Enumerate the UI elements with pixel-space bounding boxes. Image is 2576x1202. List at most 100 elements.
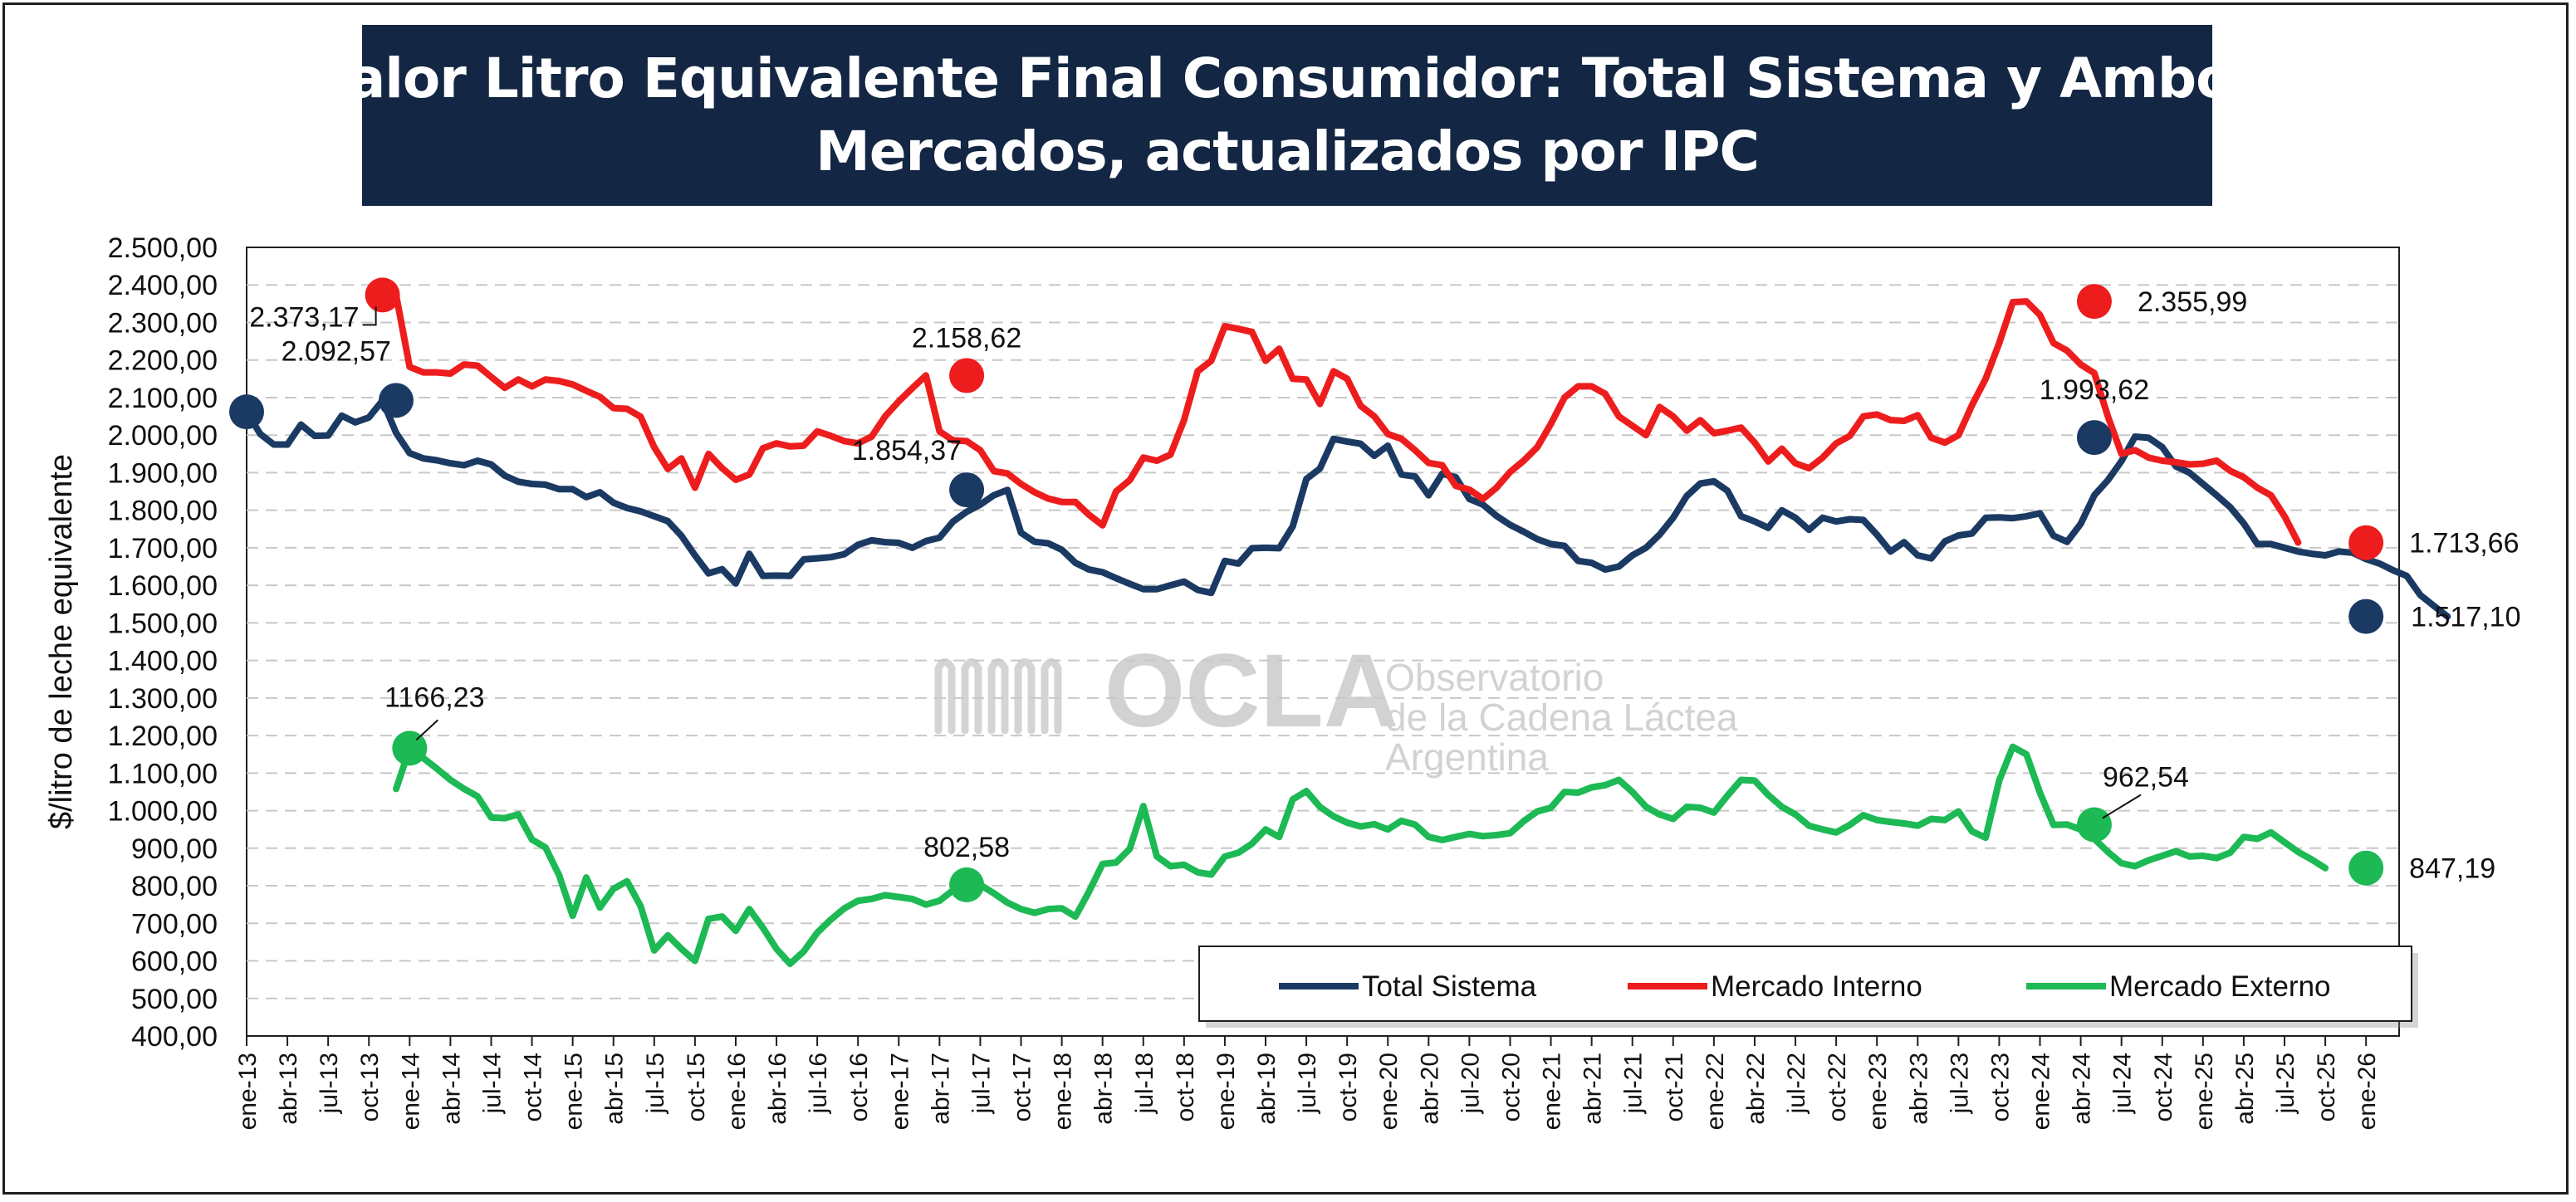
x-tick-label: jul-22	[1783, 1053, 1810, 1114]
data-label: 2.373,17	[249, 301, 359, 333]
x-tick-label: oct-22	[1824, 1053, 1851, 1121]
annotation-marker	[949, 867, 985, 902]
x-tick-label: ene-25	[2191, 1053, 2218, 1130]
x-tick-label: jul-15	[642, 1053, 669, 1114]
x-tick-label: ene-19	[1212, 1053, 1240, 1130]
label-leader-line	[362, 306, 377, 326]
x-tick-label: jul-19	[1294, 1053, 1321, 1114]
x-tick-label: abr-24	[2069, 1053, 2096, 1125]
x-tick-label: oct-23	[1986, 1053, 2014, 1121]
watermark-line-3: Argentina	[1385, 735, 1549, 779]
x-tick-label: abr-23	[1905, 1053, 1932, 1125]
x-tick-label: abr-25	[2231, 1053, 2259, 1125]
annotation-marker	[378, 383, 414, 418]
x-tick-label: ene-22	[1702, 1053, 1729, 1130]
x-tick-label: jul-23	[1946, 1053, 1973, 1114]
watermark-line-1: Observatorio	[1385, 656, 1604, 699]
x-tick-label: ene-17	[886, 1053, 913, 1130]
ocla-logo-stroke	[987, 658, 1009, 735]
x-tick-label: oct-14	[520, 1053, 547, 1121]
x-tick-label: ene-16	[723, 1053, 751, 1130]
data-label: 2.158,62	[912, 322, 1021, 354]
ocla-logo-stroke	[961, 658, 982, 735]
annotation-marker	[2076, 284, 2112, 320]
y-tick-label: 1.900,00	[108, 457, 218, 489]
y-tick-label: 1.100,00	[108, 758, 218, 789]
annotation-marker	[2076, 420, 2112, 456]
x-tick-label: oct-18	[1172, 1053, 1199, 1121]
y-tick-label: 2.100,00	[108, 383, 218, 414]
legend-label: Total Sistema	[1362, 970, 1537, 1003]
data-label: 1.517,10	[2411, 602, 2520, 633]
series-line-total-sistema	[243, 397, 2451, 620]
series-line-mercado-externo	[393, 743, 2329, 968]
annotation-markers: 2.092,57 1.854,37 1.993,62 1.517,10 2.373,17…	[229, 277, 2521, 902]
x-tick-label: jul-24	[2109, 1053, 2137, 1114]
x-tick-label: ene-18	[1050, 1053, 1077, 1130]
x-tick-label: oct-24	[2150, 1053, 2177, 1121]
series-line-mercado-interno	[393, 291, 2302, 546]
x-tick-label: jul-13	[316, 1053, 343, 1114]
x-tick-label: abr-16	[764, 1053, 791, 1125]
data-label: 847,19	[2409, 853, 2495, 885]
x-tick-label: abr-20	[1416, 1053, 1443, 1125]
x-tick-label: abr-15	[601, 1053, 629, 1125]
y-tick-label: 1.500,00	[108, 608, 218, 639]
watermark-logo-text: OCLA	[1104, 633, 1398, 749]
ocla-logo-stroke	[1014, 658, 1036, 735]
annotation-marker	[949, 472, 985, 508]
x-tick-label: oct-25	[2313, 1053, 2340, 1121]
y-tick-label: 2.500,00	[108, 232, 218, 264]
chart-title-line-2: Mercados, actualizados por IPC	[815, 120, 1760, 183]
annotation-marker	[949, 358, 985, 393]
annotation-marker	[365, 277, 400, 313]
y-axis-ticks: 400,00 500,00 600,00 700,00 800,00 900,00 1.00…	[108, 232, 218, 1053]
legend-label: Mercado Externo	[2109, 970, 2331, 1003]
y-tick-label: 2.000,00	[108, 420, 218, 452]
x-tick-label: oct-21	[1661, 1053, 1688, 1121]
ocla-logo-stroke	[1041, 658, 1062, 735]
y-tick-label: 1.000,00	[108, 796, 218, 828]
legend: Total Sistema Mercado Interno Mercado Exte…	[1198, 945, 2418, 1028]
annotation-marker	[229, 394, 264, 430]
chart-title-box: Valor Litro Equivalente Final Consumidor…	[310, 25, 2265, 206]
legend-box	[1198, 945, 2412, 1022]
annotation-marker	[2348, 850, 2384, 886]
x-tick-label: oct-15	[683, 1053, 710, 1121]
x-tick-label: ene-15	[561, 1053, 588, 1130]
x-tick-label: ene-14	[397, 1053, 424, 1130]
label-leader-line	[2102, 794, 2142, 819]
x-tick-label: abr-13	[275, 1053, 302, 1125]
data-label: 802,58	[923, 832, 1010, 863]
y-tick-label: 1.800,00	[108, 496, 218, 527]
y-tick-label: 600,00	[131, 946, 218, 978]
x-tick-label: jul-21	[1620, 1053, 1648, 1114]
x-tick-label: abr-18	[1090, 1053, 1118, 1125]
x-tick-label: jul-14	[478, 1053, 506, 1114]
y-tick-label: 400,00	[131, 1021, 218, 1053]
x-tick-label: ene-26	[2353, 1053, 2381, 1130]
data-label: 1166,23	[384, 682, 484, 713]
data-label: 1.713,66	[2409, 528, 2519, 559]
chart-title-line-1: Valor Litro Equivalente Final Consumidor…	[310, 46, 2265, 110]
x-tick-label: ene-20	[1375, 1053, 1403, 1130]
x-tick-label: jul-25	[2272, 1053, 2299, 1114]
data-label: 1.993,62	[2040, 374, 2149, 406]
x-tick-label: abr-22	[1742, 1053, 1770, 1125]
x-axis-ticks: ene-13 abr-13 jul-13 oct-13 ene-14 abr-14 jul-…	[234, 1035, 2399, 1130]
y-tick-label: 2.200,00	[108, 345, 218, 377]
x-tick-label: abr-21	[1579, 1053, 1607, 1125]
ocla-logo-stroke	[934, 658, 956, 735]
y-tick-label: 500,00	[131, 984, 218, 1015]
x-tick-label: ene-23	[1864, 1053, 1892, 1130]
x-tick-label: abr-19	[1253, 1053, 1281, 1125]
y-axis-label: $/litro de leche equivalente	[44, 454, 79, 829]
ocla-logo-icon	[934, 658, 1062, 735]
y-tick-label: 2.300,00	[108, 307, 218, 339]
x-tick-label: ene-21	[1539, 1053, 1566, 1130]
y-tick-label: 700,00	[131, 908, 218, 940]
x-tick-label: ene-13	[234, 1053, 262, 1130]
annotation-marker	[392, 730, 428, 766]
